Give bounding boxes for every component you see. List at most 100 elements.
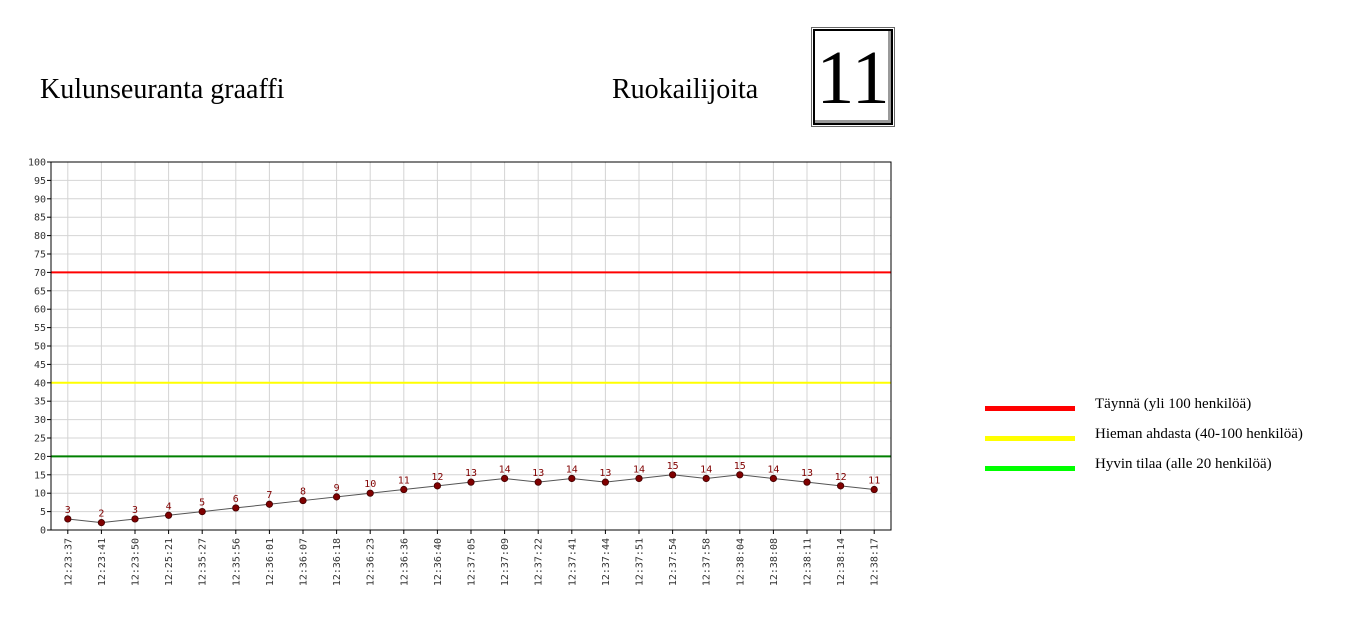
x-tick-label: 12:38:14: [836, 538, 847, 586]
y-tick-label: 35: [34, 397, 46, 408]
y-tick-label: 0: [40, 526, 46, 537]
y-tick-label: 80: [34, 231, 46, 242]
x-tick-label: 12:38:17: [870, 538, 881, 586]
y-tick-label: 50: [34, 342, 46, 353]
x-tick-label: 12:37:44: [601, 538, 612, 586]
data-point: [534, 478, 542, 486]
diner-count-label: Ruokailijoita: [612, 74, 759, 105]
data-point: [198, 507, 206, 516]
x-tick-label: 12:25:21: [164, 538, 175, 586]
data-label: 5: [199, 498, 205, 509]
data-label: 14: [499, 464, 511, 475]
y-tick-label: 60: [34, 305, 46, 316]
data-point: [568, 474, 576, 483]
x-tick-label: 12:37:54: [668, 538, 679, 586]
data-label: 3: [65, 505, 71, 516]
legend-label-full: Täynnä (yli 100 henkilöä): [1095, 396, 1252, 412]
data-point: [165, 511, 173, 519]
data-point: [64, 515, 72, 523]
data-label: 12: [431, 472, 443, 483]
legend-swatch-full: [985, 406, 1075, 411]
data-label: 3: [132, 505, 138, 516]
data-point: [500, 474, 509, 483]
x-tick-label: 12:36:23: [366, 538, 377, 586]
x-tick-label: 12:23:50: [131, 538, 142, 586]
y-tick-label: 40: [34, 378, 46, 389]
x-tick-label: 12:37:51: [635, 538, 646, 586]
x-tick-label: 12:37:41: [567, 538, 578, 586]
x-tick-label: 12:35:27: [198, 538, 209, 586]
y-tick-label: 25: [34, 434, 46, 445]
diner-count-value: 11: [816, 36, 890, 120]
y-tick-label: 30: [34, 415, 46, 426]
data-label: 14: [633, 464, 645, 475]
data-point: [299, 496, 307, 505]
y-tick-label: 85: [34, 213, 46, 224]
data-label: 14: [566, 464, 578, 475]
x-tick-label: 12:36:18: [332, 538, 343, 586]
x-tick-label: 12:38:11: [803, 538, 814, 586]
legend-swatch-spacious: [985, 466, 1075, 471]
y-tick-label: 10: [34, 489, 46, 500]
data-point: [836, 482, 845, 490]
data-label: 13: [465, 468, 477, 479]
x-tick-label: 12:38:08: [769, 538, 780, 586]
data-point: [803, 478, 811, 486]
data-point: [366, 489, 374, 497]
legend-label-crowded: Hieman ahdasta (40-100 henkilöä): [1095, 426, 1303, 442]
data-point: [433, 482, 441, 490]
data-label: 6: [233, 494, 239, 505]
data-point: [769, 474, 778, 483]
data-label: 13: [599, 468, 611, 479]
legend-label-spacious: Hyvin tilaa (alle 20 henkilöä): [1095, 456, 1272, 472]
y-tick-label: 75: [34, 250, 46, 261]
data-point: [870, 485, 878, 494]
y-tick-label: 95: [34, 176, 46, 187]
data-point: [635, 474, 643, 483]
x-tick-label: 12:36:40: [433, 538, 444, 586]
data-point: [332, 493, 341, 501]
y-tick-label: 20: [34, 452, 46, 463]
data-point: [400, 485, 408, 494]
x-tick-label: 12:36:01: [265, 538, 276, 586]
y-tick-label: 45: [34, 360, 46, 371]
x-tick-label: 12:37:05: [467, 538, 478, 586]
y-tick-label: 5: [40, 507, 46, 518]
x-tick-label: 12:37:22: [534, 538, 545, 586]
y-tick-label: 70: [34, 268, 46, 279]
plot-border: [50, 161, 892, 531]
data-point: [467, 478, 475, 486]
data-label: 8: [300, 487, 306, 498]
occupancy-chart: 0510152025303540455055606570758085909510…: [28, 158, 892, 586]
y-tick-label: 90: [34, 194, 46, 205]
x-tick-label: 12:37:58: [702, 538, 713, 586]
x-tick-label: 12:38:04: [735, 538, 746, 586]
data-label: 14: [700, 464, 712, 475]
data-label: 13: [532, 468, 544, 479]
data-point: [232, 504, 240, 512]
data-point: [601, 478, 610, 486]
data-label: 11: [868, 476, 880, 487]
data-label: 4: [166, 501, 172, 512]
data-label: 10: [364, 479, 376, 490]
data-label: 9: [334, 483, 340, 494]
data-label: 11: [398, 476, 410, 487]
data-point: [702, 474, 710, 483]
x-tick-label: 12:36:36: [399, 538, 410, 586]
x-tick-label: 12:36:07: [299, 538, 310, 586]
x-tick-label: 12:23:37: [63, 538, 74, 586]
x-tick-label: 12:23:41: [97, 538, 108, 586]
data-label: 15: [667, 461, 679, 472]
data-label: 7: [266, 490, 272, 501]
data-point: [265, 500, 273, 508]
data-label: 14: [767, 464, 779, 475]
x-tick-label: 12:35:56: [231, 538, 242, 586]
y-tick-label: 15: [34, 470, 46, 481]
page-title: Kulunseuranta graaffi: [40, 74, 285, 105]
data-point: [97, 519, 106, 527]
legend-swatch-crowded: [985, 436, 1075, 441]
y-tick-label: 55: [34, 323, 46, 334]
data-point: [131, 515, 139, 523]
diner-count-box: 11: [811, 27, 895, 127]
y-tick-label: 100: [28, 158, 46, 169]
